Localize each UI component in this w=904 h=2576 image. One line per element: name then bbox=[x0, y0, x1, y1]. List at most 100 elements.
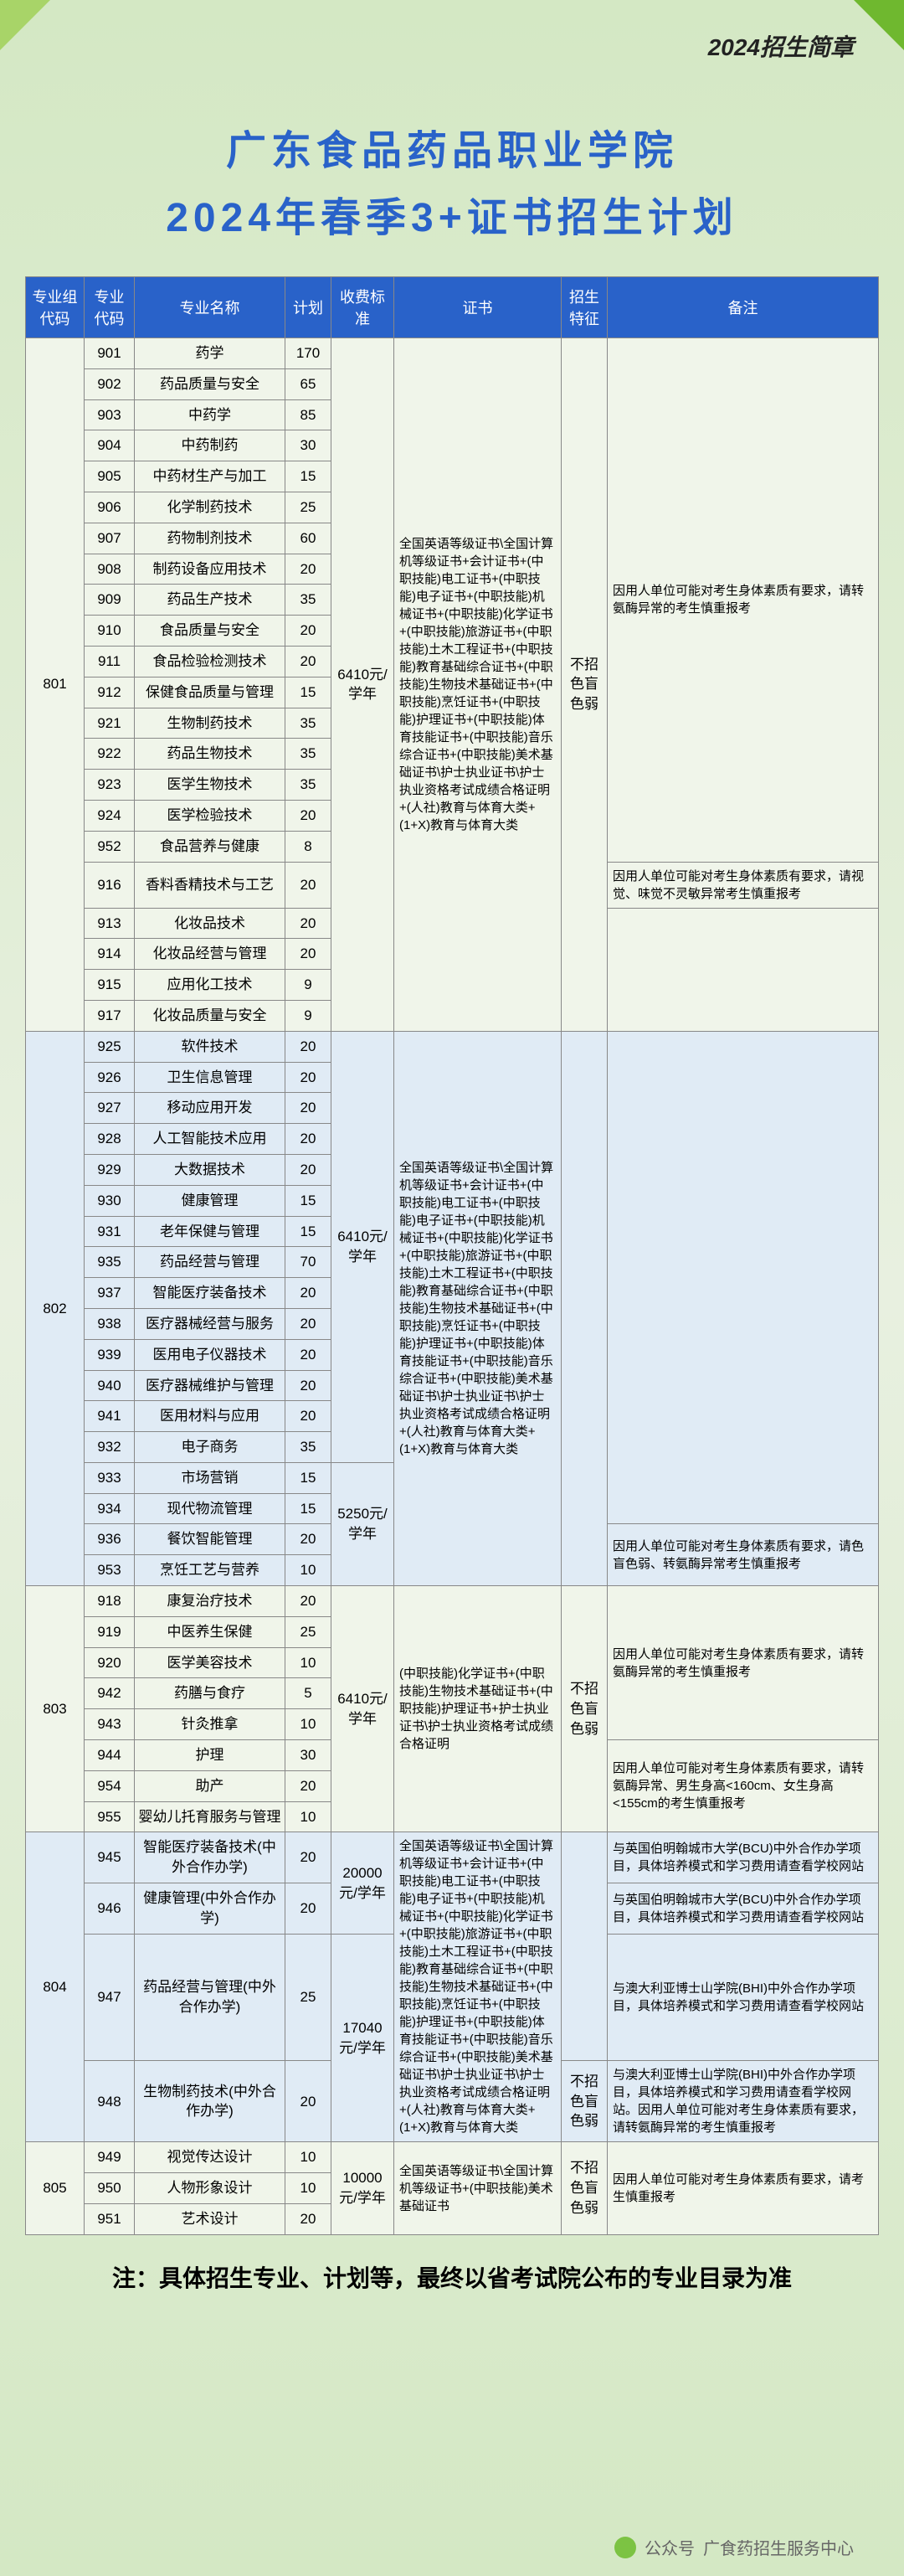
table-cell: 919 bbox=[85, 1616, 135, 1647]
main-title: 广东食品药品职业学院 bbox=[25, 117, 879, 176]
table-cell: 15 bbox=[285, 1493, 331, 1524]
table-cell: 945 bbox=[85, 1832, 135, 1883]
table-cell: 940 bbox=[85, 1370, 135, 1401]
table-cell: 生物制药技术 bbox=[135, 708, 285, 739]
table-cell: 915 bbox=[85, 970, 135, 1001]
footer-name: 广食药招生服务中心 bbox=[703, 2535, 854, 2559]
table-cell: 906 bbox=[85, 492, 135, 523]
table-cell: 801 bbox=[26, 338, 85, 1032]
col-header: 备注 bbox=[608, 277, 879, 338]
table-cell: 954 bbox=[85, 1770, 135, 1801]
table-cell: 803 bbox=[26, 1586, 85, 1832]
table-cell: 20 bbox=[285, 1401, 331, 1432]
table-cell: 香料香精技术与工艺 bbox=[135, 862, 285, 908]
table-cell: 婴幼儿托育服务与管理 bbox=[135, 1801, 285, 1832]
table-cell: 35 bbox=[285, 585, 331, 616]
table-cell: 医疗器械维护与管理 bbox=[135, 1370, 285, 1401]
table-cell: 20 bbox=[285, 908, 331, 939]
table-cell: 902 bbox=[85, 368, 135, 399]
table-cell: 917 bbox=[85, 1000, 135, 1031]
table-cell: 35 bbox=[285, 770, 331, 801]
table-cell: 804 bbox=[26, 1832, 85, 2142]
table-cell: 927 bbox=[85, 1093, 135, 1124]
table-cell: 中药材生产与加工 bbox=[135, 461, 285, 492]
table-cell: 20 bbox=[285, 1031, 331, 1062]
table-cell: 人物形象设计 bbox=[135, 2173, 285, 2204]
table-cell: 全国英语等级证书\全国计算机等级证书+(中职技能)美术基础证书 bbox=[394, 2142, 562, 2234]
table-cell: 应用化工技术 bbox=[135, 970, 285, 1001]
table-cell: 946 bbox=[85, 1883, 135, 1935]
col-header: 收费标准 bbox=[331, 277, 394, 338]
table-cell: 20 bbox=[285, 2061, 331, 2142]
table-cell: 20 bbox=[285, 1124, 331, 1155]
table-cell: 805 bbox=[26, 2142, 85, 2234]
col-header: 专业代码 bbox=[85, 277, 135, 338]
table-cell: 20 bbox=[285, 1524, 331, 1555]
col-header: 专业组代码 bbox=[26, 277, 85, 338]
table-cell: 食品检验检测技术 bbox=[135, 646, 285, 677]
footer-label: 公众号 bbox=[645, 2535, 695, 2559]
table-cell: 9 bbox=[285, 970, 331, 1001]
table-cell: 922 bbox=[85, 739, 135, 770]
table-cell: 6410元/学年 bbox=[331, 1586, 394, 1832]
table-cell: 939 bbox=[85, 1339, 135, 1370]
table-cell: 933 bbox=[85, 1462, 135, 1493]
table-cell: 卫生信息管理 bbox=[135, 1062, 285, 1093]
table-cell: 947 bbox=[85, 1934, 135, 2061]
table-cell: 人工智能技术应用 bbox=[135, 1124, 285, 1155]
table-cell: 与澳大利亚博士山学院(BHI)中外合作办学项目，具体培养模式和学习费用请查看学校… bbox=[608, 1934, 879, 2061]
table-cell bbox=[608, 908, 879, 1031]
table-cell: 食品质量与安全 bbox=[135, 616, 285, 647]
table-cell: 20 bbox=[285, 1278, 331, 1309]
table-cell: 921 bbox=[85, 708, 135, 739]
table-cell: 932 bbox=[85, 1432, 135, 1463]
table-cell: 生物制药技术(中外合作办学) bbox=[135, 2061, 285, 2142]
table-cell: 911 bbox=[85, 646, 135, 677]
table-cell: 955 bbox=[85, 1801, 135, 1832]
table-cell: 10 bbox=[285, 1555, 331, 1586]
table-cell: 17040元/学年 bbox=[331, 1934, 394, 2142]
table-cell: 因用人单位可能对考生身体素质有要求，请转氨酶异常、男生身高<160cm、女生身高… bbox=[608, 1740, 879, 1832]
table-cell: 20 bbox=[285, 862, 331, 908]
table-cell: 914 bbox=[85, 939, 135, 970]
table-cell: 现代物流管理 bbox=[135, 1493, 285, 1524]
table-cell: 20 bbox=[285, 1093, 331, 1124]
table-row: 802925软件技术206410元/学年全国英语等级证书\全国计算机等级证书+会… bbox=[26, 1031, 879, 1062]
table-cell: 与英国伯明翰城市大学(BCU)中外合作办学项目，具体培养模式和学习费用请查看学校… bbox=[608, 1883, 879, 1935]
table-cell: 智能医疗装备技术 bbox=[135, 1278, 285, 1309]
table-cell: 916 bbox=[85, 862, 135, 908]
table-cell: 助产 bbox=[135, 1770, 285, 1801]
table-cell: 20 bbox=[285, 1339, 331, 1370]
table-row: 801901药学1706410元/学年全国英语等级证书\全国计算机等级证书+会计… bbox=[26, 338, 879, 369]
table-cell: 950 bbox=[85, 2173, 135, 2204]
table-cell: 913 bbox=[85, 908, 135, 939]
table-cell: 15 bbox=[285, 1462, 331, 1493]
table-cell: 大数据技术 bbox=[135, 1154, 285, 1185]
table-cell: 20 bbox=[285, 554, 331, 585]
table-cell: 10 bbox=[285, 1709, 331, 1740]
table-cell: 953 bbox=[85, 1555, 135, 1586]
table-cell: 65 bbox=[285, 368, 331, 399]
table-cell: 920 bbox=[85, 1647, 135, 1678]
table-cell: 医用材料与应用 bbox=[135, 1401, 285, 1432]
table-cell: 化妆品质量与安全 bbox=[135, 1000, 285, 1031]
table-cell: 20 bbox=[285, 1308, 331, 1339]
table-cell: 909 bbox=[85, 585, 135, 616]
table-cell bbox=[608, 1031, 879, 1524]
table-cell: 中药学 bbox=[135, 399, 285, 430]
table-cell: (中职技能)化学证书+(中职技能)生物技术基础证书+(中职技能)护理证书+护士执… bbox=[394, 1586, 562, 1832]
table-cell: 15 bbox=[285, 1185, 331, 1216]
table-cell: 因用人单位可能对考生身体素质有要求，请色盲色弱、转氨酶异常考生慎重报考 bbox=[608, 1524, 879, 1586]
table-cell: 948 bbox=[85, 2061, 135, 2142]
col-header: 招生特征 bbox=[562, 277, 608, 338]
table-cell: 5250元/学年 bbox=[331, 1462, 394, 1585]
table-cell: 化学制药技术 bbox=[135, 492, 285, 523]
table-cell: 因用人单位可能对考生身体素质有要求，请考生慎重报考 bbox=[608, 2142, 879, 2234]
table-cell: 924 bbox=[85, 800, 135, 831]
table-cell: 941 bbox=[85, 1401, 135, 1432]
table-cell: 针灸推拿 bbox=[135, 1709, 285, 1740]
table-cell: 护理 bbox=[135, 1740, 285, 1771]
table-cell: 艺术设计 bbox=[135, 2204, 285, 2235]
col-header: 专业名称 bbox=[135, 277, 285, 338]
table-cell: 电子商务 bbox=[135, 1432, 285, 1463]
